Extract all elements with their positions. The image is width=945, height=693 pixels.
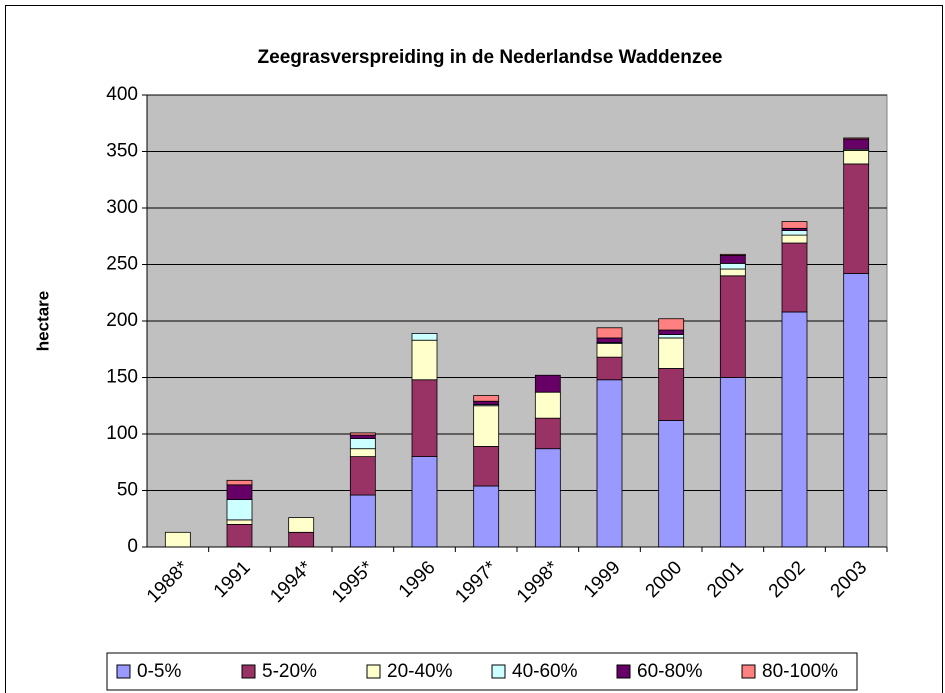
y-tick-label: 350 (106, 141, 138, 162)
bar-segment (843, 273, 870, 548)
bar-segment (473, 400, 500, 406)
legend-swatch (491, 664, 506, 679)
bar-segment (411, 379, 438, 458)
y-tick-label: 50 (117, 480, 138, 501)
bar-segment (411, 339, 438, 381)
bar-segment (349, 438, 376, 450)
y-tick-label: 200 (106, 310, 138, 331)
bar-segment (843, 137, 870, 140)
legend-swatch (241, 664, 256, 679)
bar-segment (349, 434, 376, 439)
legend-label: 60-80% (637, 661, 703, 682)
bar-segment (719, 262, 746, 270)
bar-segment (411, 456, 438, 548)
y-tick-label: 150 (106, 367, 138, 388)
bar-segment (719, 268, 746, 277)
bar-segment (596, 356, 623, 381)
bar-segment (473, 446, 500, 487)
bar-segment (226, 519, 253, 525)
y-tick-label: 300 (106, 197, 138, 218)
legend-label: 40-60% (512, 661, 578, 682)
bar-segment (473, 485, 500, 548)
y-tick-label: 400 (106, 84, 138, 105)
bar-segment (843, 149, 870, 165)
bar-segment (596, 337, 623, 343)
bar-segment (164, 531, 191, 548)
legend-label: 0-5% (137, 661, 181, 682)
bar-segment (658, 368, 685, 421)
bar-segment (226, 524, 253, 548)
bar-segment (534, 374, 561, 393)
y-tick-label: 100 (106, 423, 138, 444)
bar-segment (719, 255, 746, 264)
legend-label: 5-20% (262, 661, 317, 682)
bar-segment (288, 517, 315, 533)
y-tick-label: 250 (106, 254, 138, 275)
legend-swatch (741, 664, 756, 679)
y-tick-label: 0 (127, 536, 138, 557)
bar-segment (596, 343, 623, 358)
bar-segment (349, 456, 376, 496)
bar-segment (473, 395, 500, 402)
bar-segment (288, 531, 315, 548)
bar-segment (719, 275, 746, 378)
bar-segment (781, 230, 808, 236)
legend-swatch (116, 664, 131, 679)
bar-segment (534, 391, 561, 419)
bar-segment (226, 479, 253, 486)
y-axis-label: hectare (33, 291, 52, 351)
bar-segment (473, 405, 500, 447)
bar-segment (781, 221, 808, 229)
bar-segment (843, 138, 870, 150)
bar-segment (719, 253, 746, 256)
bar-segment (658, 420, 685, 548)
bar-segment (781, 242, 808, 313)
legend-swatch (366, 664, 381, 679)
bar-segment (781, 234, 808, 244)
legend-swatch (616, 664, 631, 679)
bar-segment (658, 318, 685, 331)
bar-segment (658, 334, 685, 339)
legend-box (106, 652, 858, 691)
legend-label: 20-40% (387, 661, 453, 682)
chart-title: Zeegrasverspreiding in de Nederlandse Wa… (258, 47, 723, 68)
bar-segment (719, 377, 746, 548)
bar-segment (226, 499, 253, 521)
bar-segment (843, 163, 870, 274)
bar-segment (349, 448, 376, 458)
bar-segment (658, 337, 685, 369)
bar-segment (226, 484, 253, 500)
bar-segment (781, 311, 808, 548)
bar-segment (411, 333, 438, 341)
bar-segment (596, 327, 623, 339)
bar-segment (596, 379, 623, 548)
bar-segment (349, 494, 376, 548)
bar-segment (349, 432, 376, 436)
bar-segment (534, 448, 561, 548)
bar-segment (534, 417, 561, 450)
legend-label: 80-100% (762, 661, 838, 682)
bar-segment (658, 329, 685, 335)
